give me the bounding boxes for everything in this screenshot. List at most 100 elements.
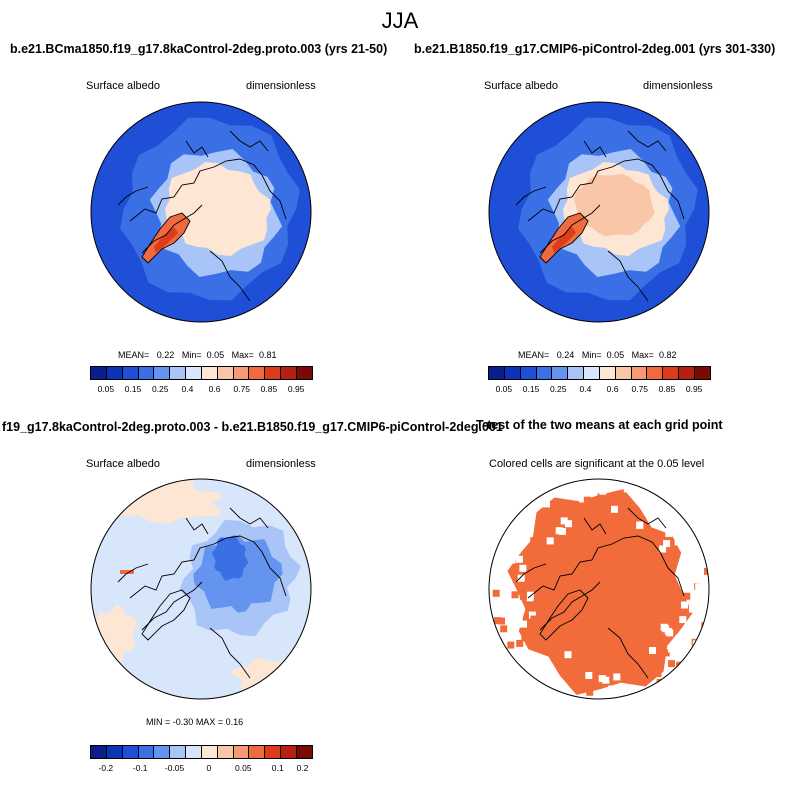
arctic-ice-core bbox=[573, 173, 655, 237]
significance-cell bbox=[677, 537, 685, 545]
colorbar-box bbox=[185, 366, 202, 380]
colorbar-box bbox=[216, 366, 234, 380]
colorbar-tick-label: 0.2 bbox=[296, 763, 309, 773]
significance-cell bbox=[515, 615, 523, 623]
significance-cell bbox=[666, 629, 674, 637]
significance-cell bbox=[659, 545, 667, 553]
colorbar-box bbox=[232, 745, 250, 759]
significance-cell bbox=[530, 632, 538, 640]
colorbar-box bbox=[535, 366, 553, 380]
panel-title-bottom-right: T-test of the two means at each grid poi… bbox=[476, 418, 723, 432]
greenland-ice-core bbox=[552, 227, 576, 253]
significance-cell bbox=[695, 583, 703, 591]
colorbar-box bbox=[248, 366, 266, 380]
significance-cell bbox=[676, 661, 684, 669]
colorbar-tick-label: 0.05 bbox=[495, 384, 513, 394]
significance-cell bbox=[678, 565, 686, 573]
colorbar-box bbox=[232, 366, 250, 380]
greenland-coastline bbox=[539, 589, 589, 641]
colorbar-tick-label: 0.85 bbox=[658, 384, 676, 394]
colorbar-box bbox=[200, 366, 218, 380]
significance-cell bbox=[598, 675, 606, 683]
significance-cell bbox=[564, 651, 572, 659]
significance-cell bbox=[555, 527, 563, 535]
colorbar-box bbox=[488, 366, 505, 380]
colorbar-box bbox=[264, 745, 282, 759]
polar-map-bottom-left bbox=[90, 478, 312, 700]
coastline bbox=[539, 204, 601, 254]
colorbar-top-right: 0.05 0.15 0.25 0.4 0.6 0.75 0.85 0.95 bbox=[488, 366, 711, 398]
significance-cell bbox=[516, 639, 524, 647]
colorbar-box bbox=[646, 366, 664, 380]
units-label-top-left: dimensionless bbox=[246, 80, 316, 92]
significance-cell bbox=[686, 581, 694, 589]
coastline bbox=[527, 535, 685, 599]
significance-cell bbox=[668, 645, 675, 653]
min-value: 0.05 bbox=[606, 350, 625, 360]
significance-cell bbox=[597, 493, 605, 501]
significance-cell bbox=[593, 505, 601, 513]
colorbar-tick-label: 0.6 bbox=[208, 384, 221, 394]
significance-cell bbox=[586, 688, 594, 696]
coastline bbox=[209, 250, 251, 302]
significance-cell bbox=[565, 520, 572, 528]
significance-cell bbox=[613, 673, 621, 681]
colorbar-bottom-left: -0.2 -0.1 -0.05 0 0.05 0.1 0.2 bbox=[90, 745, 313, 777]
colorbar-tick-label: 0.05 bbox=[97, 384, 115, 394]
max-value: 0.82 bbox=[658, 350, 677, 360]
significance-cell bbox=[500, 625, 508, 633]
panel-title-top-left: b.e21.BCma1850.f19_g17.8kaControl-2deg.p… bbox=[10, 42, 388, 56]
significance-cell bbox=[508, 556, 516, 564]
coastline bbox=[117, 563, 149, 583]
min-value: 0.05 bbox=[206, 350, 225, 360]
colorbar-box bbox=[153, 745, 171, 759]
colorbar-tick-label: 0.75 bbox=[233, 384, 251, 394]
positive-anomaly-spot bbox=[120, 570, 134, 574]
colorbar-tick-label: 0.4 bbox=[181, 384, 194, 394]
max-value: 0.16 bbox=[225, 717, 244, 727]
significance-cell bbox=[617, 672, 625, 680]
significance-cell bbox=[521, 634, 529, 642]
significance-cell bbox=[668, 660, 676, 668]
significance-cell bbox=[506, 594, 514, 602]
significance-cell bbox=[689, 605, 696, 613]
stats-top-right: MEAN= 0.24 Min= 0.05 Max= 0.82 bbox=[518, 350, 676, 360]
mean-value: 0.22 bbox=[156, 350, 175, 360]
map-border bbox=[90, 478, 312, 700]
variable-label-bottom-left: Surface albedo bbox=[86, 458, 160, 470]
significance-cell bbox=[528, 611, 536, 619]
min-label: MIN = bbox=[146, 717, 171, 727]
colorbar-box bbox=[105, 745, 123, 759]
colorbar-box bbox=[121, 366, 139, 380]
mean-label: MEAN= bbox=[118, 350, 150, 360]
figure-title: JJA bbox=[381, 8, 419, 33]
greenland-coastline bbox=[141, 212, 191, 264]
map-border bbox=[488, 478, 710, 700]
colorbar-box bbox=[630, 366, 648, 380]
colorbar-tick-label: 0.25 bbox=[151, 384, 169, 394]
colorbar-box bbox=[121, 745, 139, 759]
colorbar-tick-label: 0.1 bbox=[271, 763, 284, 773]
significance-cell bbox=[611, 505, 618, 513]
coastline bbox=[141, 581, 203, 631]
max-label: MAX = bbox=[195, 717, 224, 727]
polar-map-top-left bbox=[90, 101, 312, 323]
colorbar-tick-label: 0.25 bbox=[549, 384, 567, 394]
max-label: Max= bbox=[231, 350, 254, 360]
significance-cell bbox=[494, 617, 501, 625]
panel-title-bottom-left: f19_g17.8kaControl-2deg.proto.003 - b.e2… bbox=[2, 420, 503, 434]
coastline bbox=[229, 507, 269, 529]
colorbar-box bbox=[551, 366, 569, 380]
variable-label-top-left: Surface albedo bbox=[86, 80, 160, 92]
significance-cell bbox=[519, 592, 527, 600]
significance-cell bbox=[602, 676, 610, 684]
coastline bbox=[209, 627, 251, 679]
colorbar-box bbox=[200, 745, 218, 759]
significance-cell bbox=[623, 485, 631, 493]
significance-cell bbox=[515, 555, 523, 563]
significance-cell bbox=[546, 537, 554, 545]
stats-bottom-left: MIN = -0.30 MAX = 0.16 bbox=[146, 717, 243, 727]
coastline bbox=[129, 158, 287, 222]
greenland-ice-core bbox=[154, 227, 178, 253]
colorbar-tick-label: 0.4 bbox=[579, 384, 592, 394]
